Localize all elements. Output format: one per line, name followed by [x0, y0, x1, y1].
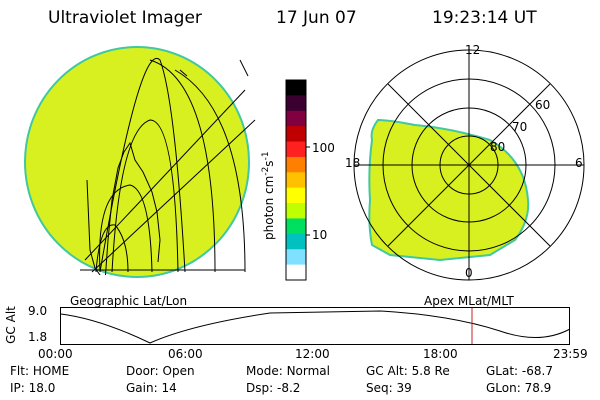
status-seq: Seq: 39: [366, 381, 412, 395]
time-tick-2359: 23:59: [553, 347, 588, 361]
mlt-label-18: 18: [345, 156, 361, 170]
longitude-line: [174, 69, 246, 273]
colorbar: photon cm-2s-1: [261, 79, 310, 281]
status-door: Door: Open: [126, 364, 195, 378]
time-tick-0600: 06:00: [168, 347, 203, 361]
image-date: 17 Jun 07: [276, 8, 357, 28]
altitude-plot: [60, 307, 571, 345]
colorbar-tick-100: 100: [312, 141, 335, 155]
colorbar-gradient: [286, 80, 306, 281]
limb-tick: [179, 69, 188, 77]
lat-label-80: 80: [490, 140, 506, 154]
image-time: 19:23:14 UT: [432, 8, 537, 28]
status-glon: GLon: 78.9: [486, 381, 552, 395]
time-tick-1200: 12:00: [295, 347, 330, 361]
colorbar-band: [286, 187, 306, 204]
left-panel-label: Geographic Lat/Lon: [70, 294, 188, 308]
longitude-line: [95, 224, 129, 273]
instrument-title: Ultraviolet Imager: [48, 8, 202, 28]
colorbar-band: [286, 264, 306, 281]
longitude-line: [149, 59, 216, 273]
altitude-curve: [60, 310, 571, 344]
colorbar-band: [286, 233, 306, 250]
status-dsp: Dsp: -8.2: [246, 381, 301, 395]
coastline: [86, 141, 161, 275]
mlt-label-6: 6: [575, 156, 583, 170]
altitude-ytick-max: 9.0: [28, 304, 48, 318]
colorbar-band: [286, 80, 306, 96]
colorbar-band: [286, 141, 306, 158]
status-mode: Mode: Normal: [246, 364, 330, 378]
colorbar-band: [286, 249, 306, 266]
status-gc-alt: GC Alt: 5.8 Re: [366, 364, 450, 378]
colorbar-band: [286, 95, 306, 112]
polar-plot: [353, 49, 585, 281]
colorbar-band: [286, 126, 306, 143]
colorbar-band: [286, 156, 306, 173]
longitude-line: [99, 184, 153, 273]
colorbar-band: [286, 218, 306, 235]
status-glat: GLat: -68.7: [486, 364, 553, 378]
latitude-line: [91, 119, 256, 273]
colorbar-unit-label: photon cm-2s-1: [261, 151, 276, 240]
colorbar-band: [286, 203, 306, 219]
altitude-plot-frame: [60, 307, 570, 345]
earth-disk: [24, 46, 250, 278]
mlt-label-12: 12: [465, 43, 481, 57]
time-tick-0000: 00:00: [38, 347, 73, 361]
status-ip: IP: 18.0: [10, 381, 56, 395]
geographic-image: [24, 46, 256, 278]
latitude-line: [84, 89, 246, 261]
longitude-line: [99, 57, 186, 273]
altitude-axis-label: GC Alt: [3, 306, 18, 344]
colorbar-band: [286, 172, 306, 189]
status-flight: Flt: HOME: [10, 364, 70, 378]
colorbar-band: [286, 110, 306, 127]
limb-tick: [239, 59, 249, 77]
mlt-label-0: 0: [465, 266, 473, 280]
right-panel-label: Apex MLat/MLT: [424, 294, 514, 308]
altitude-ytick-min: 1.8: [28, 330, 48, 344]
lat-label-70: 70: [512, 120, 528, 134]
time-tick-1800: 18:00: [423, 347, 458, 361]
lat-label-60: 60: [535, 98, 551, 112]
colorbar-tick-10: 10: [312, 228, 328, 242]
status-gain: Gain: 14: [126, 381, 177, 395]
mlt-diagonal: [387, 83, 551, 247]
